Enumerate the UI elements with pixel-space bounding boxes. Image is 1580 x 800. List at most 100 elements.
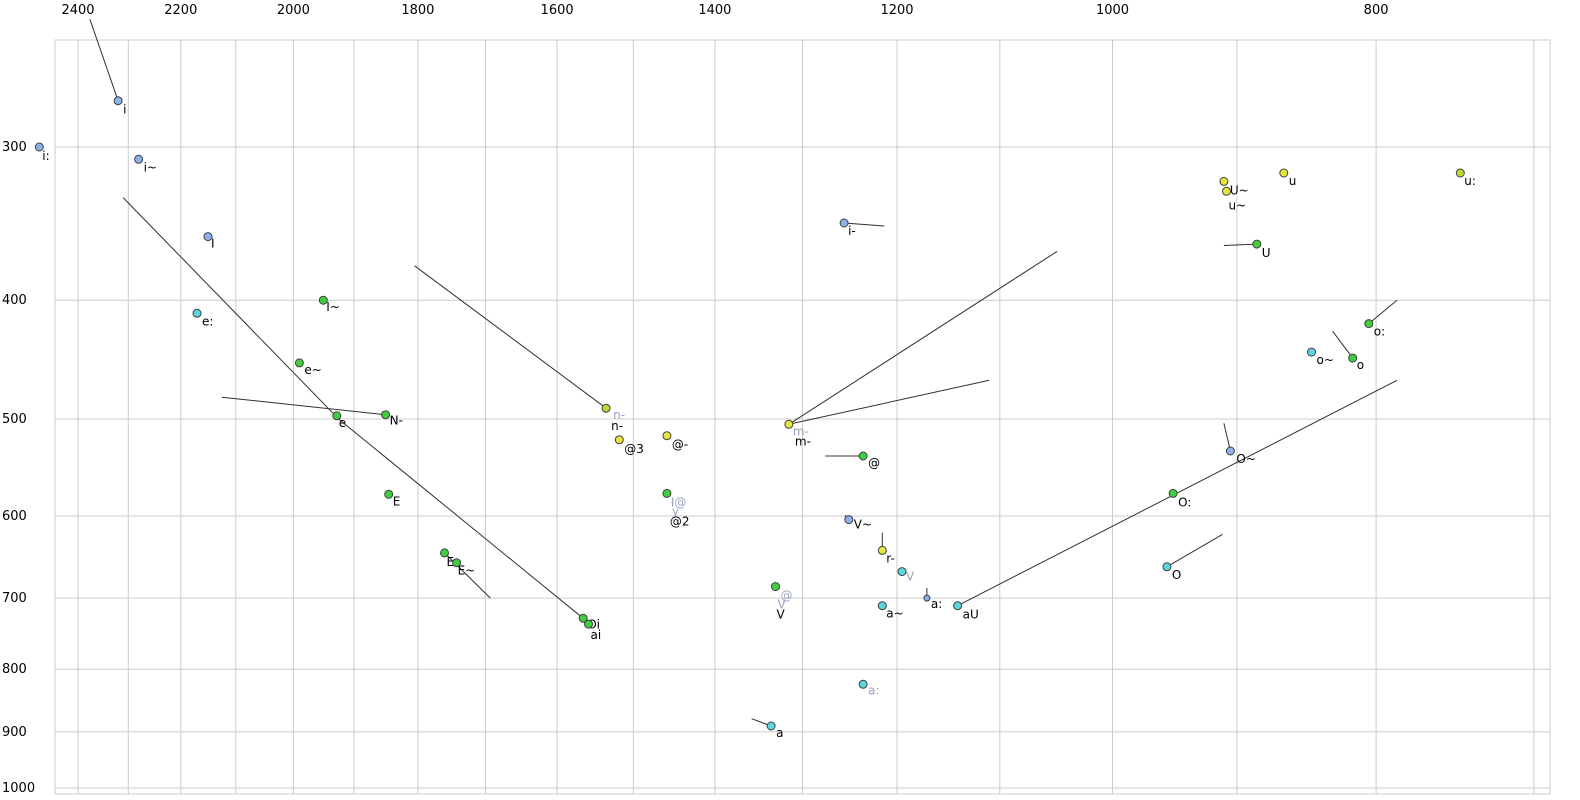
- trajectory-line: [788, 379, 990, 425]
- data-point-a:: [923, 594, 931, 602]
- data-point-aU: [953, 601, 963, 611]
- data-point-r-: [877, 545, 887, 555]
- trajectory-line: [414, 265, 607, 409]
- data-point-m-: [784, 419, 794, 429]
- point-label-E~: E~: [458, 564, 476, 578]
- point-shadow-label: @: [781, 589, 793, 603]
- data-point-N-: [381, 410, 391, 420]
- point-label-U: U: [1262, 246, 1271, 260]
- data-point-i~: [134, 154, 144, 164]
- point-label-i:: i:: [42, 149, 49, 163]
- data-point-i:: [34, 142, 44, 152]
- data-point-E~: [452, 558, 462, 568]
- data-point-U~: [1219, 176, 1229, 186]
- trajectory-line: [221, 396, 386, 416]
- data-point-o:: [1364, 319, 1374, 329]
- point-label-O:: O:: [1178, 495, 1191, 509]
- point-label-o: o: [1357, 358, 1364, 372]
- point-label-@-: @-: [672, 438, 688, 452]
- y-tick-label: 500: [2, 412, 27, 427]
- point-label-r-: r-: [886, 551, 895, 565]
- point-label-U~: U~: [1230, 183, 1249, 197]
- point-label-o:: o:: [1374, 325, 1385, 339]
- point-label-@: @: [868, 456, 880, 470]
- y-tick-label: 600: [2, 509, 27, 524]
- data-point-V: [771, 582, 780, 592]
- data-point-I~: [318, 295, 328, 305]
- x-tick-label: 1400: [698, 3, 731, 18]
- point-label-N-: N-: [390, 414, 403, 428]
- point-label-e~: e~: [304, 363, 321, 377]
- x-tick-label: 800: [1364, 3, 1389, 18]
- data-point-V~: [844, 515, 854, 525]
- point-label-o~: o~: [1317, 353, 1334, 367]
- point-label-O: O: [1172, 568, 1181, 582]
- point-shadow-label: m-: [793, 424, 809, 438]
- data-point-e:: [192, 308, 202, 318]
- point-label-aU: aU: [963, 608, 979, 622]
- y-tick-label: 400: [2, 293, 27, 308]
- point-label-V: V: [906, 570, 915, 584]
- data-point-i: [113, 96, 123, 106]
- data-point-a~: [877, 601, 887, 611]
- data-point-O:: [1168, 488, 1178, 498]
- point-label-a~: a~: [886, 607, 903, 621]
- trajectory-line: [1166, 533, 1223, 568]
- point-label-n-: n-: [611, 419, 623, 433]
- data-point-@2: [662, 488, 672, 498]
- y-tick-label: 700: [2, 591, 27, 606]
- data-point-o: [1348, 353, 1358, 363]
- point-shadow-label: y: [672, 504, 679, 518]
- x-tick-label: 2400: [61, 3, 94, 18]
- plot-frame: [54, 39, 1551, 795]
- point-label-O~: O~: [1236, 452, 1256, 466]
- point-label-e:: e:: [202, 314, 213, 328]
- point-label-i~: i~: [144, 160, 157, 174]
- data-point-O~: [1225, 446, 1235, 456]
- data-point-a:: [858, 679, 868, 689]
- point-label-E: E: [393, 494, 401, 508]
- x-tick-label: 1600: [541, 3, 574, 18]
- trajectory-line: [338, 418, 584, 619]
- data-point-E: [384, 489, 394, 499]
- point-shadow-label: I@: [671, 495, 687, 509]
- point-label-a: a: [776, 726, 783, 740]
- data-point-a: [766, 721, 776, 731]
- point-label-@2: @2: [670, 514, 690, 528]
- data-point-u:: [1455, 168, 1465, 178]
- trajectory-line: [122, 197, 336, 417]
- y-tick-label: 800: [2, 662, 27, 677]
- data-point-ai: [584, 619, 593, 629]
- data-point-e~: [294, 358, 304, 368]
- x-tick-label: 2000: [277, 3, 310, 18]
- data-point-u: [1279, 168, 1289, 178]
- trajectory-line: [1332, 330, 1354, 359]
- data-point-@: [858, 451, 868, 461]
- point-label-V: V: [777, 608, 786, 622]
- trajectory-line: [788, 250, 1058, 425]
- data-point-u~: [1222, 186, 1231, 196]
- point-label-i: i: [123, 103, 126, 117]
- point-label-@3: @3: [624, 442, 644, 456]
- point-shadow-label: V: [778, 598, 787, 612]
- point-label-I~: I~: [326, 300, 340, 314]
- data-point-Oi: [578, 613, 588, 623]
- data-point-o~: [1307, 347, 1316, 357]
- y-tick-label: 300: [2, 140, 27, 155]
- data-point-e: [332, 411, 342, 421]
- trajectory-line: [1368, 299, 1398, 324]
- x-tick-label: 1200: [880, 3, 913, 18]
- data-point-I: [203, 232, 213, 242]
- data-point-n-: [601, 403, 611, 413]
- point-label-i-: i-: [848, 224, 856, 238]
- point-label-e: e: [339, 416, 346, 430]
- x-tick-label: 2200: [164, 3, 197, 18]
- trajectory-line: [89, 19, 119, 101]
- point-label-V~: V~: [854, 518, 872, 532]
- data-point-O: [1162, 562, 1172, 572]
- point-label-a:: a:: [868, 683, 879, 697]
- point-label-a:: a:: [931, 597, 942, 611]
- data-point-i-: [839, 218, 849, 228]
- x-tick-label: 1000: [1096, 3, 1129, 18]
